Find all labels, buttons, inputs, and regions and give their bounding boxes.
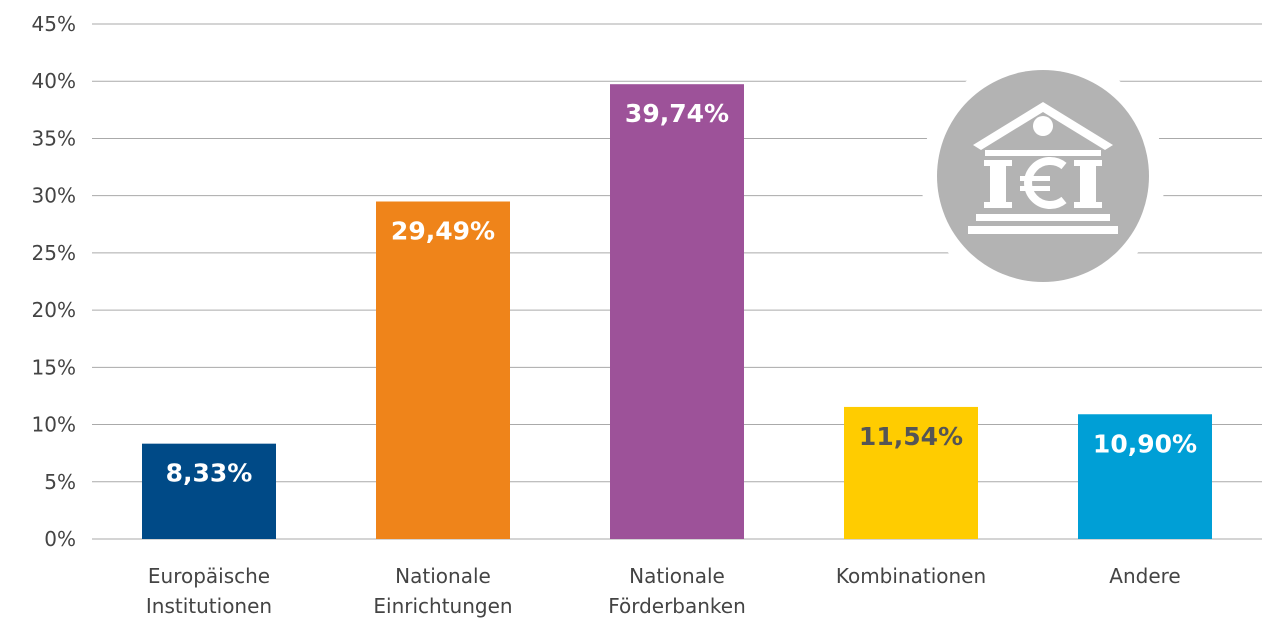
bar bbox=[844, 406, 978, 539]
value-label: 39,74% bbox=[625, 99, 729, 128]
x-tick-label: Nationale bbox=[629, 564, 725, 588]
bar bbox=[1078, 414, 1212, 539]
x-tick-label: Kombinationen bbox=[836, 564, 986, 588]
bars: Europäische Institutionen 8,33% Nationale Ei… bbox=[142, 84, 1212, 618]
y-tick-label: 0% bbox=[44, 527, 76, 551]
y-tick-label: 35% bbox=[32, 126, 76, 150]
value-label: 10,90% bbox=[1093, 429, 1197, 458]
value-label: 11,54% bbox=[859, 422, 963, 451]
y-tick-label: 45% bbox=[32, 12, 76, 36]
bar bbox=[610, 84, 744, 539]
x-tick-label: Einrichtungen bbox=[373, 594, 512, 618]
x-tick-label: Europäische bbox=[148, 564, 270, 588]
x-tick-label: Institutionen bbox=[146, 594, 272, 618]
x-tick-label: Andere bbox=[1109, 564, 1180, 588]
bank-icon bbox=[921, 54, 1165, 298]
y-tick-label: 30% bbox=[32, 184, 76, 208]
bar bbox=[376, 201, 510, 539]
x-tick-label: Förderbanken bbox=[608, 594, 746, 618]
value-label: 29,49% bbox=[391, 217, 495, 246]
y-tick-label: 15% bbox=[32, 355, 76, 379]
y-tick-label: 40% bbox=[32, 69, 76, 93]
y-tick-label: 10% bbox=[32, 413, 76, 437]
y-tick-label: 25% bbox=[32, 241, 76, 265]
bar bbox=[142, 443, 276, 539]
grid: 0% 5% 10% 15% 20% 25% 30% 35% 40% 45% bbox=[32, 12, 1262, 551]
y-tick-label: 20% bbox=[32, 298, 76, 322]
x-tick-label: Nationale bbox=[395, 564, 491, 588]
value-label: 8,33% bbox=[166, 459, 253, 488]
y-tick-label: 5% bbox=[44, 470, 76, 494]
